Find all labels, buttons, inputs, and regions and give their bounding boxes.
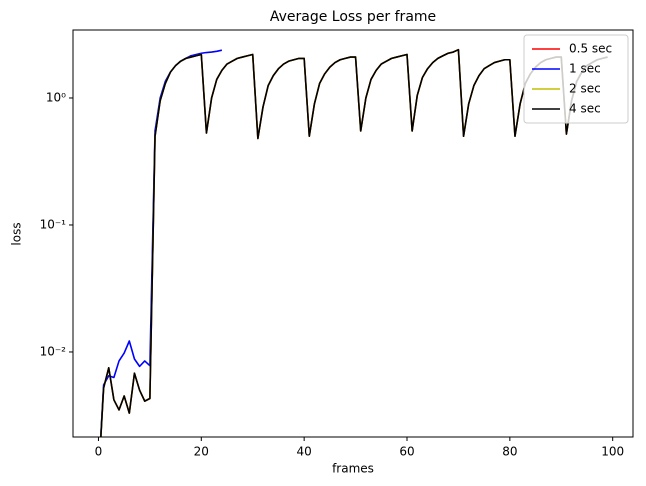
x-tick-label: 60 [399,445,414,459]
series-line [99,49,223,437]
legend-box [523,34,629,124]
y-tick-label: 10⁰ [46,90,66,104]
x-tick-label: 100 [601,445,624,459]
series-line [100,48,608,437]
y-tick-label: 10⁻² [40,344,67,358]
legend-label: 1 sec [569,62,601,76]
axes-frame [72,29,634,438]
legend-label: 0.5 sec [569,42,612,56]
legend-label: 4 sec [569,102,601,116]
x-tick-label: 40 [297,445,312,459]
x-axis-label: frames [332,462,374,476]
y-axis-label: loss [10,222,24,245]
x-tick-label: 80 [502,445,517,459]
chart-title: Average Loss per frame [270,9,436,25]
x-tick-label: 0 [95,445,103,459]
y-tick-label: 10⁻¹ [40,217,67,231]
x-tick-label: 20 [194,445,209,459]
plot-area [99,48,608,437]
legend-label: 2 sec [569,82,601,96]
